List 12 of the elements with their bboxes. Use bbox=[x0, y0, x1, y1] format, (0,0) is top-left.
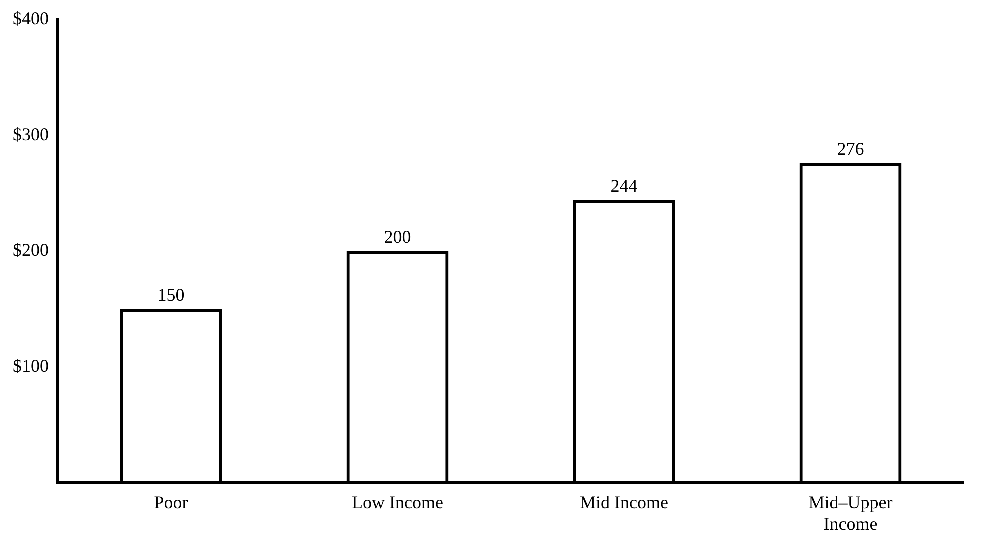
y-tick-label: $300 bbox=[13, 124, 49, 144]
data-label: 244 bbox=[610, 176, 638, 196]
y-tick-label: $100 bbox=[13, 356, 49, 376]
data-label: 200 bbox=[384, 227, 412, 248]
x-tick-label: Mid–Upper Income bbox=[808, 492, 893, 534]
y-tick-label: $400 bbox=[13, 8, 49, 29]
data-label: 150 bbox=[158, 284, 185, 305]
x-tick-label: Low Income bbox=[352, 492, 444, 512]
y-tick-label: $200 bbox=[13, 240, 49, 260]
data-label: 276 bbox=[837, 139, 864, 160]
x-tick-label: Poor bbox=[154, 492, 188, 512]
x-tick-label: Mid Income bbox=[580, 492, 668, 512]
